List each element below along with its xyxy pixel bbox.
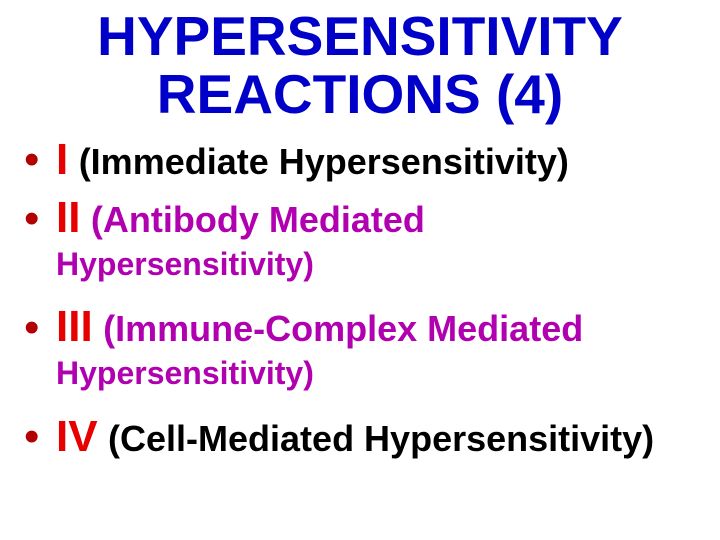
- slide-container: HYPERSENSITIVITY REACTIONS (4) I (Immedi…: [0, 0, 720, 540]
- list-item: III (Immune-Complex Mediated Hypersensit…: [20, 301, 700, 392]
- item-description: (Cell-Mediated Hypersensitivity): [108, 418, 654, 459]
- item-description: (Antibody Mediated: [91, 199, 425, 240]
- item-continuation: Hypersensitivity): [56, 354, 700, 392]
- item-description: (Immune-Complex Mediated: [103, 308, 583, 349]
- title-line-1: HYPERSENSITIVITY: [20, 8, 700, 66]
- list-item: I (Immediate Hypersensitivity): [20, 134, 700, 187]
- bullet-list: I (Immediate Hypersensitivity) II (Antib…: [20, 134, 700, 464]
- roman-numeral: IV: [56, 412, 98, 461]
- list-item: II (Antibody Mediated Hypersensitivity): [20, 192, 700, 283]
- item-continuation: Hypersensitivity): [56, 245, 700, 283]
- roman-numeral: I: [56, 135, 68, 184]
- title-line-2: REACTIONS (4): [20, 66, 700, 124]
- roman-numeral: II: [56, 193, 80, 242]
- item-description: (Immediate Hypersensitivity): [79, 141, 569, 182]
- roman-numeral: III: [56, 302, 93, 351]
- slide-title: HYPERSENSITIVITY REACTIONS (4): [20, 8, 700, 124]
- list-item: IV (Cell-Mediated Hypersensitivity): [20, 411, 700, 464]
